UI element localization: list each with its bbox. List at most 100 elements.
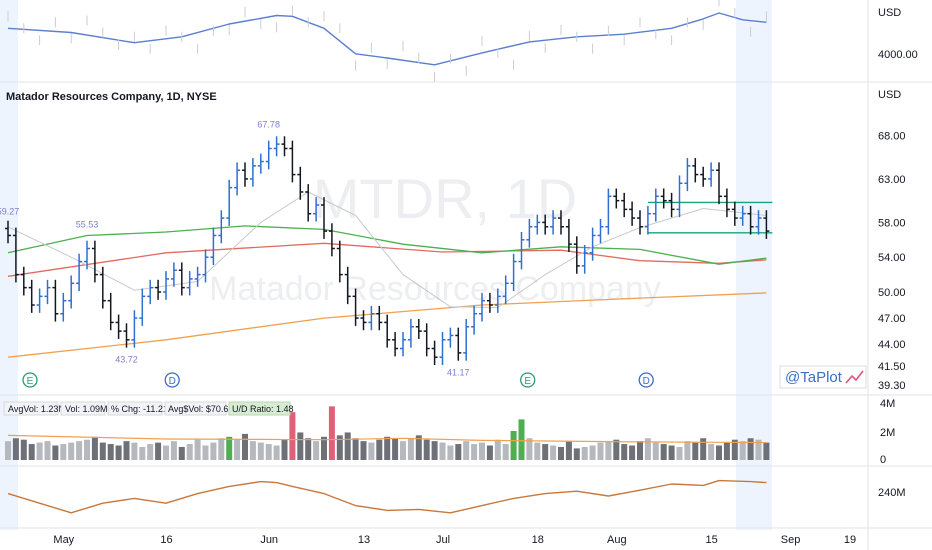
ohlc-bar [28,279,35,313]
volume-bar [692,442,699,460]
ohlc-bar [644,205,651,235]
ohlc-bar [542,214,549,235]
price-annotation: 59.27 [0,207,19,217]
event-marker-badge [520,372,536,388]
volume-bar [763,442,770,460]
ohlc-bar [52,279,59,322]
price-annotation: 43.72 [115,354,138,364]
ohlc-bar [163,271,169,300]
volume-bar [305,438,312,460]
ohlc-bar [202,249,209,283]
trend-icon [845,370,864,384]
time-tick-label: 15 [705,534,717,546]
volume-bar [431,441,438,460]
ohlc-bar [684,158,691,192]
ohlc-bar [439,331,446,366]
volume-bar [455,444,462,460]
time-tick-label: 13 [358,534,370,546]
time-axis[interactable]: May 16 Jun 13 Jul 18 Aug 15 Sep 19 [53,534,856,546]
volume-bar [5,441,11,460]
ohlc-bar [242,162,248,187]
volume-bar [352,438,359,460]
top-pane-axis-label: 4000.00 [878,49,918,61]
volume-bar [107,444,114,460]
ohlc-bar [313,197,320,222]
event-marker[interactable]: D [638,372,654,388]
event-marker-label: D [643,376,650,387]
ohlc-bar [257,153,264,174]
event-marker[interactable]: E [22,372,38,388]
volume-bar [60,444,67,460]
ohlc-bar [12,227,19,283]
ohlc-bar [447,327,454,348]
volume-bar [708,444,715,460]
ohlc-bar [637,210,643,235]
volume-bar [52,445,59,460]
volume-bar [28,444,35,460]
ohlc-bar [170,262,177,287]
price-axis[interactable]: 68.00 63.00 58.00 54.00 50.00 47.00 44.00 41.50… [878,130,906,392]
event-marker[interactable]: E [520,372,536,388]
volume-bar [526,438,533,460]
volume-bar [344,432,351,460]
ohlc-bar [716,162,722,205]
event-marker[interactable]: D [164,372,180,388]
ohlc-bar [597,218,604,244]
price-bars[interactable] [5,136,770,366]
ohlc-bar [194,266,201,287]
ohlc-bar [747,205,754,235]
watermark-ticker: MTDR, 1D [313,167,577,230]
ohlc-bar [613,188,620,209]
volume-bar [249,441,256,460]
volume-bar [328,406,335,460]
volume-pane [5,406,770,460]
volume-bar [131,442,138,460]
volume-bar [12,438,19,460]
volume-bar [423,439,430,460]
volume-bar [565,441,572,460]
stat-avg-vol: AvgVol: 1.23M [8,404,66,414]
price-annotation: 41.17 [447,367,470,377]
ohlc-bar [210,227,217,266]
ohlc-bar [5,220,11,244]
ohlc-bar [692,158,699,183]
taplot-badge[interactable]: @TaPlot [779,365,867,389]
volume-bar [281,439,288,460]
volume-bar [581,446,588,460]
stats-row: AvgVol: 1.23M Vol: 1.09M % Chg: -11.21% … [3,401,294,416]
horizontal-levels[interactable] [647,201,773,234]
ohlc-bar [731,201,738,226]
price-tick-label: 41.50 [878,361,906,373]
event-marker-badge [638,372,654,388]
ohlc-bar [660,188,667,209]
ohlc-bar [305,184,312,222]
time-tick-label: Sep [781,534,801,546]
ohlc-bar [423,323,430,357]
ohlc-bar [621,192,628,218]
volume-bar [147,444,154,460]
volume-bar [534,442,541,460]
volume-bar [297,432,304,460]
volume-bar [605,441,612,460]
ohlc-bar [76,253,83,292]
ohlc-bar [471,305,478,335]
ohlc-bar [755,210,762,235]
price-tick-label: 47.00 [878,313,906,325]
volume-bar [668,445,675,460]
volume-bar [439,442,446,460]
ohlc-bar [115,314,122,339]
ohlc-bar [281,136,288,157]
volume-bar [139,446,146,460]
volume-bar [486,445,493,460]
ohlc-bar [265,140,272,170]
volume-bar [463,441,470,460]
ohlc-bar [360,310,367,331]
ohlc-bar [629,201,636,226]
volume-bar [613,439,620,460]
volume-bar [368,442,375,460]
volume-bar [91,436,98,460]
volume-bar [234,439,241,460]
ohlc-bar [589,227,596,261]
